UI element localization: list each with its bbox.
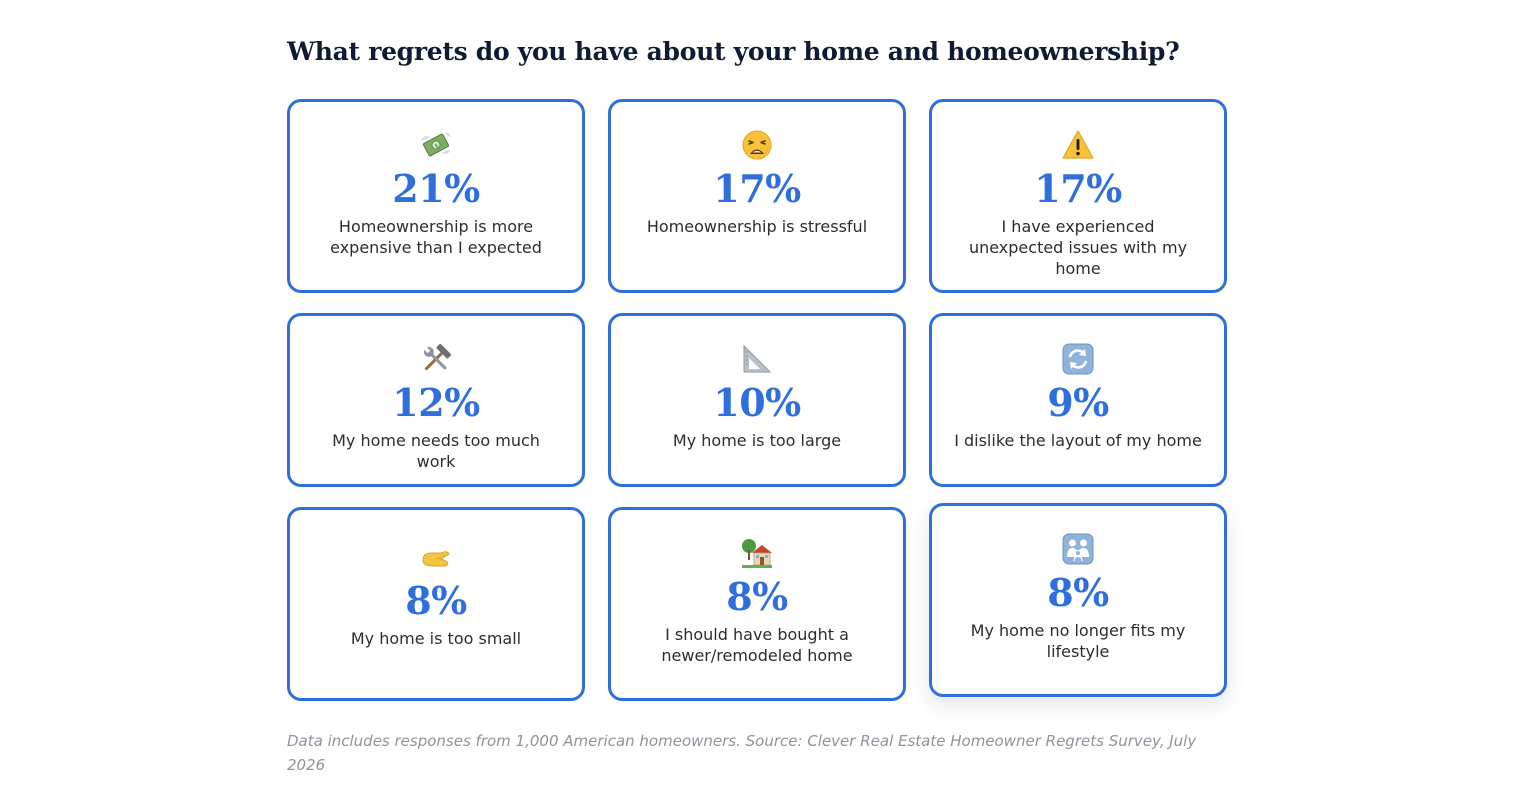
stat-label: I have experienced unexpected issues wit… <box>968 217 1188 278</box>
pinching-hand-icon <box>422 551 450 567</box>
source-footnote: Data includes responses from 1,000 Ameri… <box>287 732 1197 774</box>
stat-percent: 10% <box>713 380 801 425</box>
stat-card-layout: 9% I dislike the layout of my home <box>929 313 1227 487</box>
stat-card-lifestyle: 8% My home no longer fits my lifestyle <box>929 503 1227 697</box>
stat-card-too-much-work: 12% My home needs too much work <box>287 313 585 487</box>
hammer-and-wrench-icon <box>423 343 452 371</box>
stat-percent: 17% <box>1034 166 1122 211</box>
stat-label: My home is too small <box>350 629 522 648</box>
stat-label: I dislike the layout of my home <box>954 431 1202 450</box>
weary-face-icon <box>742 130 772 160</box>
stat-percent: 8% <box>1047 570 1109 615</box>
stat-label: Homeownership is more expensive than I e… <box>330 217 542 257</box>
stat-label: Homeownership is stressful <box>646 217 868 236</box>
chart-container: What regrets do you have about your home… <box>287 34 1231 701</box>
stat-card-unexpected-issues: 17% I have experienced unexpected issues… <box>929 99 1227 293</box>
stat-card-too-small: 8% My home is too small <box>287 507 585 701</box>
stat-percent: 17% <box>713 166 801 211</box>
stat-card-newer-home: 8% I should have bought a newer/remodele… <box>608 507 906 701</box>
chart-title: What regrets do you have about your home… <box>287 37 1180 66</box>
stat-percent: 21% <box>392 166 480 211</box>
stat-percent: 9% <box>1047 380 1109 425</box>
arrows-counterclockwise-icon <box>1062 343 1094 375</box>
house-with-garden-icon <box>742 539 772 568</box>
triangular-ruler-icon <box>743 344 772 373</box>
stat-percent: 8% <box>405 578 467 623</box>
stat-label: My home is too large <box>672 431 842 450</box>
money-with-wings-icon: $ <box>421 132 451 157</box>
stat-label: My home no longer fits my lifestyle <box>970 621 1186 661</box>
stat-grid: $ 21% Homeownership is more expensive th… <box>287 99 1231 701</box>
family-icon <box>1062 533 1094 565</box>
svg-text:$: $ <box>433 142 440 150</box>
stat-label: I should have bought a newer/remodeled h… <box>661 625 853 665</box>
stat-card-stressful: 17% Homeownership is stressful <box>608 99 906 293</box>
stat-card-too-large: 10% My home is too large <box>608 313 906 487</box>
stat-label: My home needs too much work <box>332 431 540 471</box>
stat-percent: 8% <box>726 574 788 619</box>
stat-card-expensive: $ 21% Homeownership is more expensive th… <box>287 99 585 293</box>
stat-percent: 12% <box>392 380 480 425</box>
warning-icon <box>1062 130 1094 159</box>
